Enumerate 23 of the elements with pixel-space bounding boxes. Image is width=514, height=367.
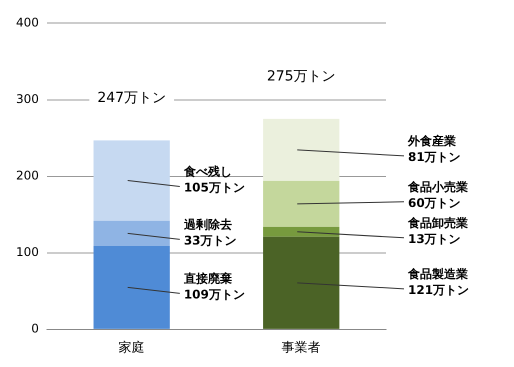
data-label: 81万トン xyxy=(408,150,461,164)
series-label: 食べ残し xyxy=(182,164,232,179)
x-tick-label: 事業者 xyxy=(282,340,321,356)
text: 食品小売業 xyxy=(407,180,468,194)
series-label: 直接廃棄 xyxy=(182,272,232,286)
y-tick-label: 100 xyxy=(16,244,39,259)
total-label: 247万トン xyxy=(97,90,166,106)
data-label: 60万トン xyxy=(408,196,461,210)
x-tick-label: 家庭 xyxy=(118,340,145,356)
data-label: 105万トン xyxy=(184,180,245,195)
data-label: 109万トン xyxy=(184,288,245,302)
series-label: 過剰除去 xyxy=(182,217,232,232)
data-label: 33万トン xyxy=(184,233,237,248)
y-tick-label: 200 xyxy=(16,168,39,182)
y-tick-label: 0 xyxy=(31,322,39,336)
data-label: 13万トン xyxy=(408,232,461,246)
text: 外食産業 xyxy=(407,134,456,148)
y-tick-label: 300 xyxy=(16,92,39,106)
text: 食品製造業 xyxy=(407,266,468,281)
total-label: 275万トン xyxy=(266,68,336,85)
text: 食品卸売業 xyxy=(407,216,468,230)
data-label: 121万トン xyxy=(408,282,470,297)
y-tick-label: 400 xyxy=(16,15,39,30)
